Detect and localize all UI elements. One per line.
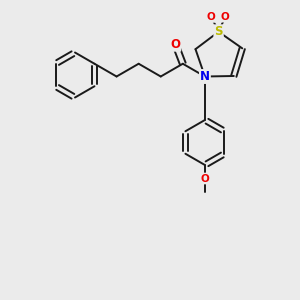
Text: O: O bbox=[170, 38, 180, 51]
Text: S: S bbox=[214, 25, 223, 38]
Text: O: O bbox=[207, 12, 216, 22]
Text: N: N bbox=[200, 70, 210, 83]
Text: O: O bbox=[200, 173, 209, 184]
Text: O: O bbox=[221, 12, 230, 22]
